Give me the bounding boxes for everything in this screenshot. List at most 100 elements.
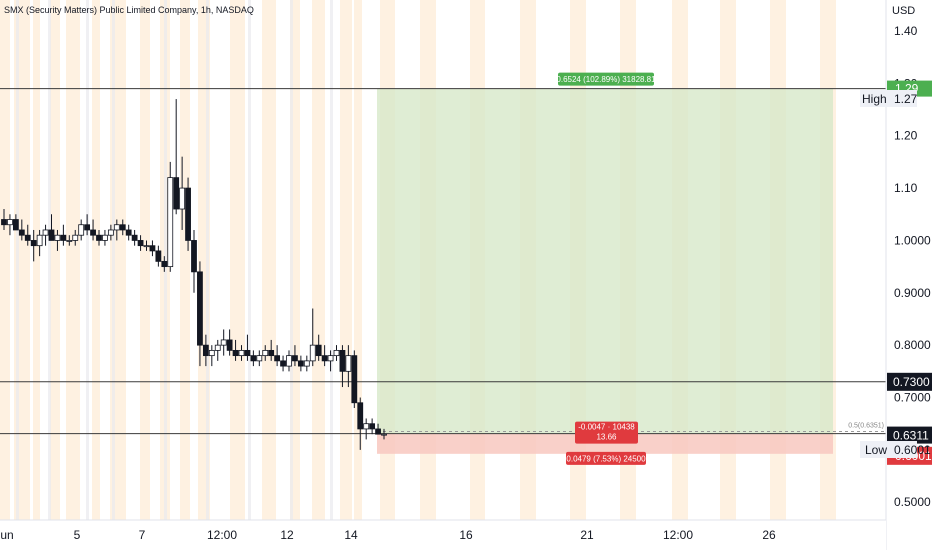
pnl-label-line1: -0.0047 · 10438 [578,423,635,432]
session-divider [330,0,333,520]
y-tick-label: 0.8000 [894,338,931,352]
session-band [50,0,60,520]
time-axis: Jun 5 7 12:00 12 14 16 21 12:00 26 [0,519,886,550]
candle-body [315,344,322,357]
candle-body [303,360,310,367]
candle-body [375,428,381,435]
candle-body [161,260,168,268]
candle-body [339,349,346,372]
mid-level-label: 0.5(0.6351) [848,423,884,430]
session-band [0,0,10,520]
session-divider [112,0,115,520]
candle-body [238,349,245,357]
candle-body [250,355,257,362]
candle-body [232,349,239,357]
session-band [262,0,276,520]
profit-zone [377,88,833,434]
session-band [354,0,362,520]
candle-body [214,344,221,351]
session-band [230,0,245,520]
session-band [33,0,40,520]
y-tick-label: 1.40 [894,24,918,38]
candle-body [119,224,126,231]
candle-body [363,423,370,430]
candle-body [226,339,233,351]
candle-body [66,240,73,242]
candle-body [345,355,352,372]
candle-body [173,177,180,210]
candle-body [197,271,203,346]
candle-body [102,234,108,241]
low-tag-value: 0.6001 [894,443,931,457]
y-tick-label: 1.20 [894,129,918,143]
x-tick-label: 16 [459,528,473,542]
session-band [66,0,80,520]
candle-body [90,229,96,236]
x-tick-label: 14 [344,528,358,542]
x-tick-label: 7 [139,528,146,542]
high-tag-label: High [862,92,887,106]
y-tick-label: 0.7000 [894,391,931,405]
candle-body [280,360,286,367]
candle-body [137,240,144,247]
candle-body [274,355,281,362]
loss-label: 0.0479 (7.53%) 24500 [566,451,646,465]
candle-body [24,234,31,241]
candle-body [113,224,120,231]
candle-body [381,433,387,436]
session-band [140,0,150,520]
candle-body [143,245,150,248]
candle-body [321,355,328,362]
candle-body [286,355,292,367]
candle-body [309,344,316,362]
session-band [340,0,352,520]
candle-body [60,234,67,241]
y-tick-label: 1.10 [894,181,918,195]
current-price-tag [887,426,932,444]
candle-body [149,245,156,252]
candle-body [191,240,197,273]
candle-body [18,229,25,236]
candle-body [185,187,191,241]
pnl-label-line2: 13.66 [596,433,617,442]
candle-body [155,250,162,262]
position-labels: 0.6524 (102.89%) 31828.81 -0.0047 · 10438… [556,72,884,465]
session-band [92,0,100,520]
candle-body [268,349,275,357]
candle-body [36,234,43,247]
session-divider [48,0,51,520]
candle-body [84,224,91,231]
candle-body [1,219,7,226]
candle-body [72,234,79,241]
candle-body [244,349,251,357]
x-tick-label: 26 [762,528,776,542]
candle-body [42,229,49,236]
session-divider [86,0,89,520]
pnl-label-bg [575,421,638,444]
candle-body [262,349,269,357]
y-tick-label: 1.0000 [894,233,931,247]
session-band [290,0,300,520]
y-tick-label: 0.9000 [894,286,931,300]
current-price-text: 0.6311 [893,429,929,443]
candle-body [12,219,19,231]
session-divider [164,0,167,520]
candle-body [256,355,263,362]
session-divider [16,0,19,520]
horizontal-lines [0,88,886,435]
candle-body [78,224,85,236]
candle-body [351,355,358,404]
x-tick-label: 12 [280,528,294,542]
loss-label-text: 0.0479 (7.53%) 24500 [566,454,646,463]
session-divider [206,0,209,520]
candles [1,99,387,450]
position-tool [377,88,833,454]
x-tick-label: 12:00 [207,528,237,542]
profit-label-text: 0.6524 (102.89%) 31828.81 [556,75,656,84]
x-tick-label: Jun [0,528,14,542]
x-tick-label: 5 [74,528,81,542]
candle-body [220,339,227,346]
low-tag-bg [860,441,917,458]
